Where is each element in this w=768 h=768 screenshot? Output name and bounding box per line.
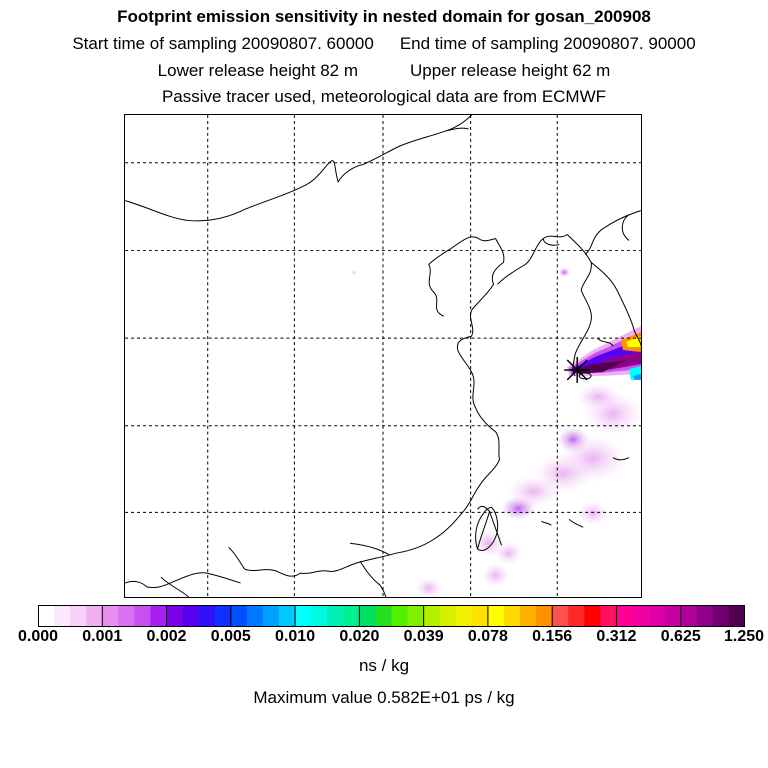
colorbar-cell <box>134 605 151 627</box>
colorbar-tick-label: 1.250 <box>723 628 765 645</box>
colorbar-cell <box>230 605 248 627</box>
chart-title: Footprint emission sensitivity in nested… <box>117 7 651 26</box>
taiwan-coastline <box>475 506 499 551</box>
colorbar-cell <box>680 605 698 627</box>
colorbar-cell <box>712 605 730 627</box>
colorbar-cell <box>503 605 521 627</box>
colorbar-tick-label: 0.078 <box>467 628 508 645</box>
sensitivity-field <box>351 267 641 597</box>
colorbar-cell <box>343 605 360 627</box>
colorbar-cell <box>54 605 71 627</box>
lower-release-label: Lower release height 82 m <box>157 61 358 80</box>
colorbar-cell <box>632 605 649 627</box>
colorbar-cell <box>327 605 344 627</box>
colorbar-cell <box>455 605 473 627</box>
colorbar-cell <box>279 605 296 627</box>
colorbar-cell <box>86 605 103 627</box>
grid-lines <box>125 115 641 597</box>
colorbar-border <box>38 605 745 627</box>
colorbar-cell <box>70 605 87 627</box>
colorbar-cell <box>150 605 167 627</box>
colorbar-cell <box>696 605 714 627</box>
colorbar-cell <box>118 605 135 627</box>
colorbar-cell <box>391 605 408 627</box>
colorbar-tick-label: 0.001 <box>82 628 123 645</box>
colorbar-cell <box>423 605 441 627</box>
upper-release-label: Upper release height 62 m <box>410 61 611 80</box>
colorbar-cell <box>38 605 55 627</box>
colorbar-cell <box>600 605 617 627</box>
start-sampling-label: Start time of sampling 20090807. 60000 <box>72 34 374 53</box>
colorbar-tick-label: 0.625 <box>660 628 701 645</box>
colorbar-cell <box>262 605 280 627</box>
colorbar-cell <box>616 605 633 627</box>
colorbar-cell <box>295 605 312 627</box>
colorbar-cell <box>648 605 665 627</box>
colorbar-tick-label: 0.039 <box>403 628 444 645</box>
colorbar-cell <box>664 605 682 627</box>
colorbar-cell <box>536 605 553 627</box>
colorbar-cell <box>214 605 232 627</box>
colorbar-cell <box>375 605 392 627</box>
colorbar-cell <box>166 605 183 627</box>
colorbar-cell <box>198 605 216 627</box>
colorbar-cell <box>311 605 328 627</box>
colorbar-cell <box>102 605 119 627</box>
tracer-info: Passive tracer used, meteorological data… <box>161 87 607 106</box>
plume-core <box>567 326 641 380</box>
colorbar-cell <box>182 605 199 627</box>
coastlines <box>125 115 641 597</box>
footprint-map <box>124 114 642 598</box>
colorbar-tick-label: 0.002 <box>146 628 187 645</box>
colorbar-tick-label: 0.156 <box>532 628 573 645</box>
colorbar-cell <box>246 605 264 627</box>
colorbar-cell <box>552 605 569 627</box>
colorbar-tick-label: 0.312 <box>596 628 637 645</box>
end-sampling-label: End time of sampling 20090807. 90000 <box>399 34 696 53</box>
receptor-marker <box>564 356 591 383</box>
sampling-times: Start time of sampling 20090807. 60000 En… <box>0 34 768 54</box>
colorbar-tick-label: 0.000 <box>17 628 59 645</box>
colorbar-cell <box>407 605 424 627</box>
colorbar-tick-label: 0.020 <box>339 628 380 645</box>
colorbar-tick-label: 0.010 <box>275 628 316 645</box>
colorbar-cell <box>520 605 537 627</box>
colorbar-cell <box>584 605 601 627</box>
colorbar-cell <box>487 605 505 627</box>
colorbar-cell <box>471 605 489 627</box>
colorbar-tick-label: 0.005 <box>210 628 251 645</box>
colorbar-cell <box>568 605 585 627</box>
colorbar-cell <box>728 605 745 627</box>
colorbar-cell <box>359 605 376 627</box>
release-heights: Lower release height 82 m Upper release h… <box>0 61 768 81</box>
colorbar <box>38 605 745 627</box>
colorbar-unit: ns / kg <box>358 656 410 675</box>
maximum-value: Maximum value 0.582E+01 ps / kg <box>253 688 515 707</box>
colorbar-cell <box>439 605 457 627</box>
